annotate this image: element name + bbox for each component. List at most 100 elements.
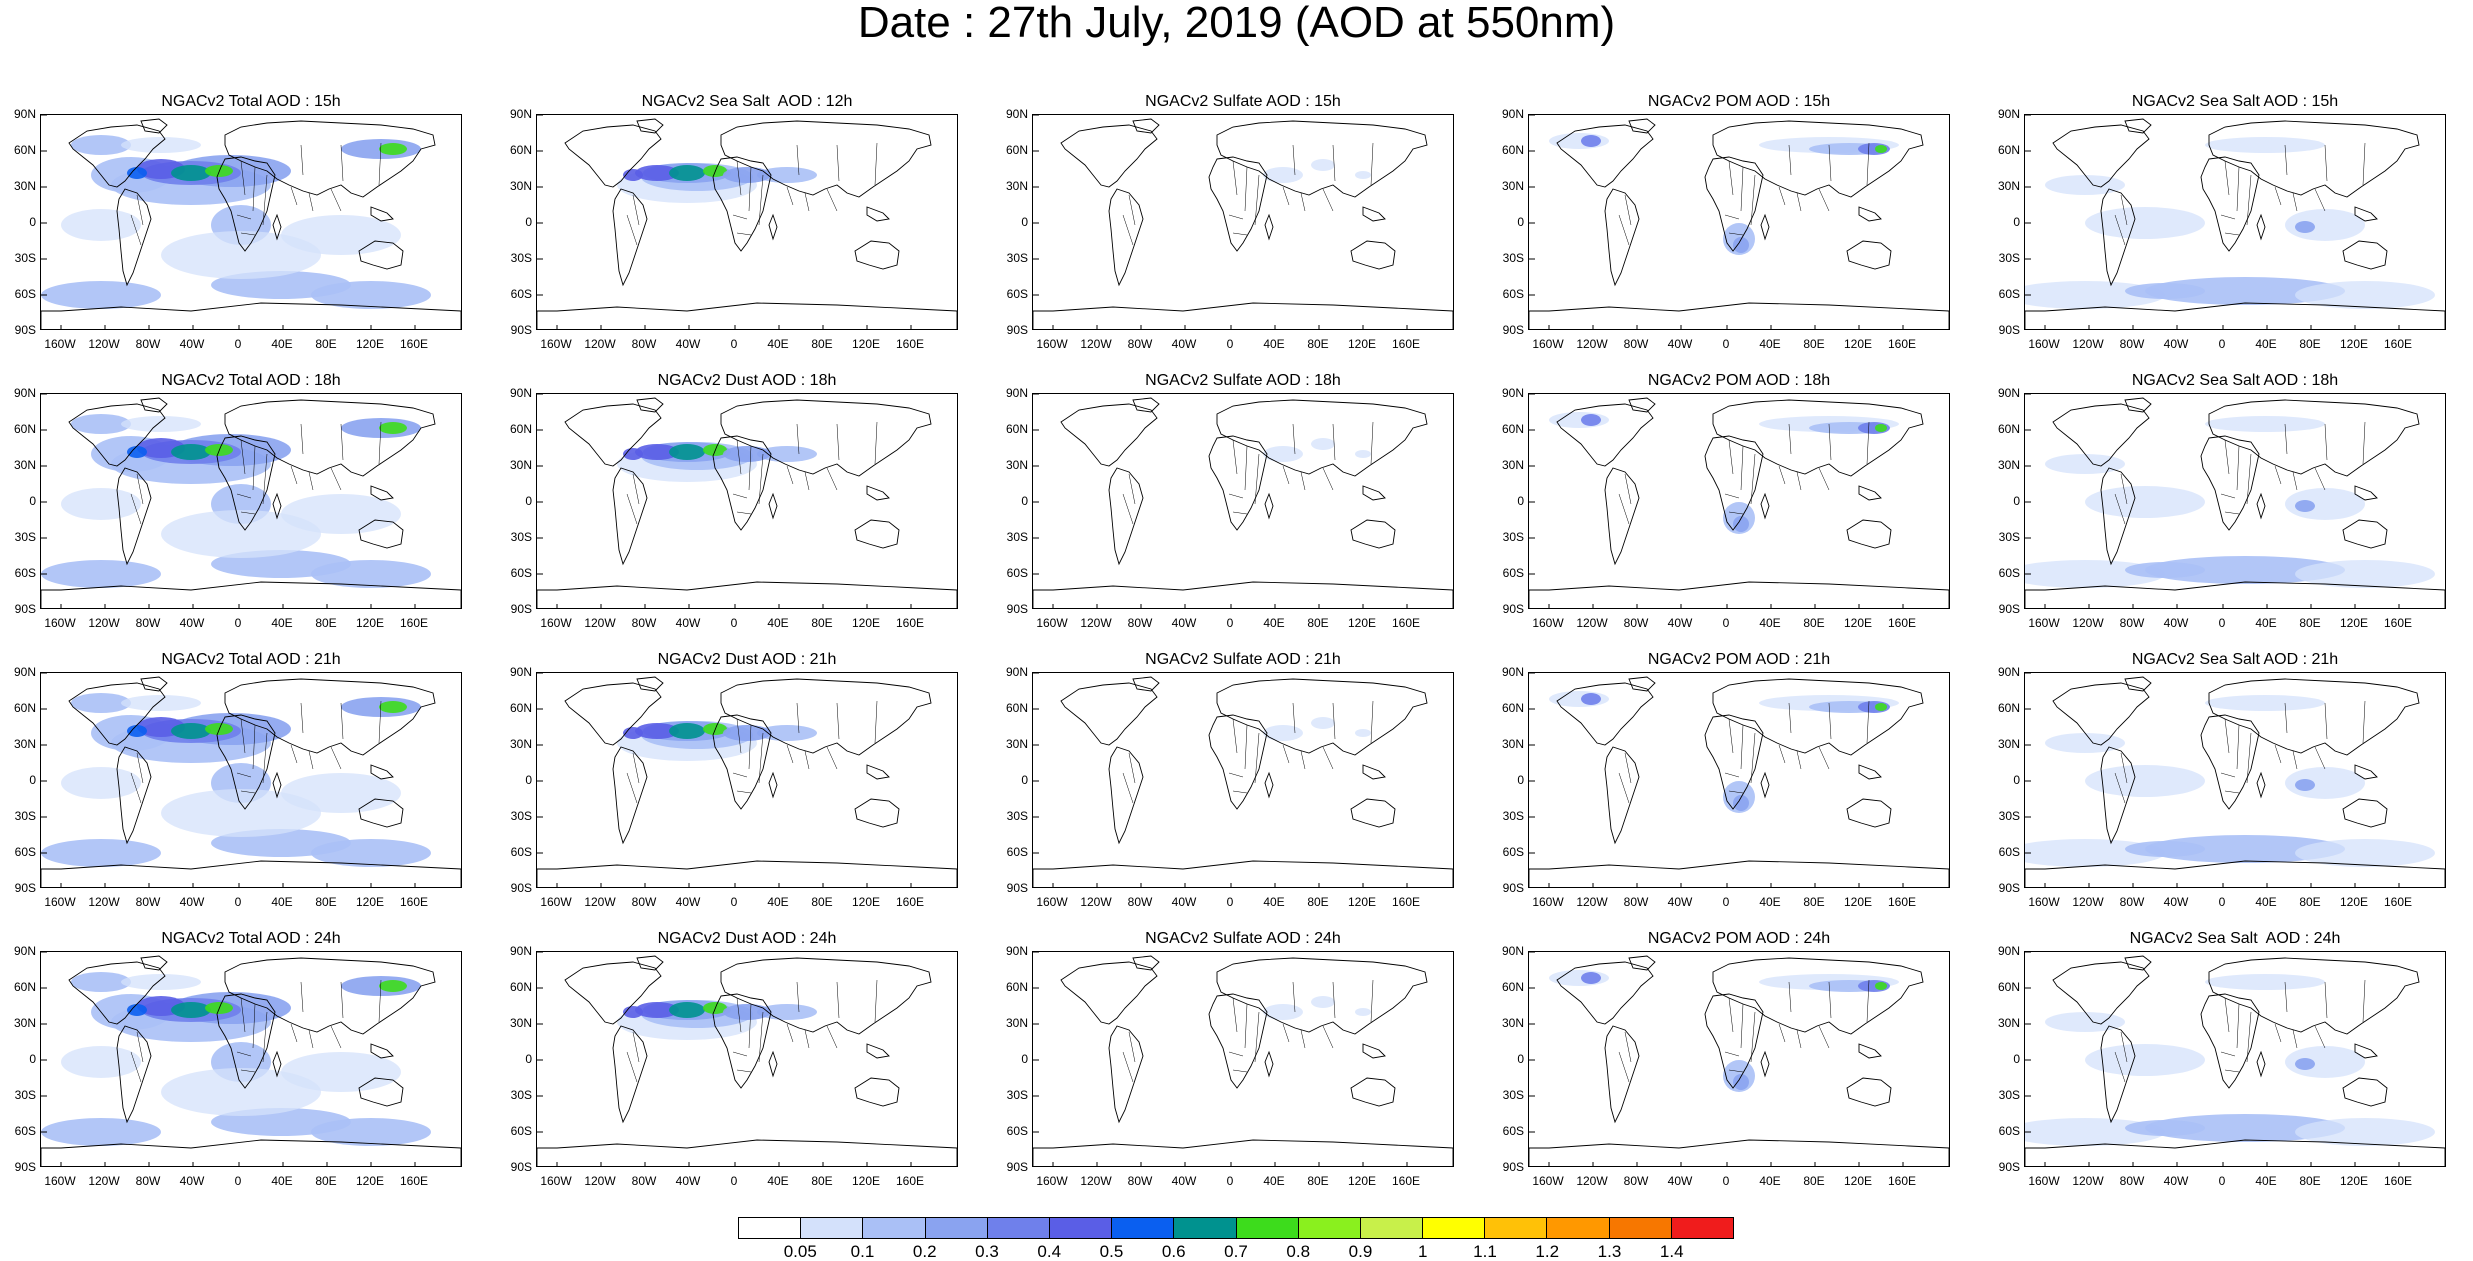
aod-contour-blob bbox=[635, 444, 679, 460]
coastline bbox=[370, 1043, 394, 1059]
country-border bbox=[1728, 160, 1756, 226]
lon-label: 120E bbox=[851, 337, 881, 351]
lon-label: 160W bbox=[2028, 1174, 2060, 1188]
country-border bbox=[1292, 421, 1374, 465]
panel-title: NGACv2 Sea Salt AOD : 15h bbox=[2131, 93, 2339, 110]
aod-contour-blob bbox=[1355, 171, 1371, 179]
lat-label: 60N bbox=[1501, 701, 1524, 715]
lon-label: 160W bbox=[540, 895, 572, 909]
lon-label: 160E bbox=[895, 616, 925, 630]
coastline bbox=[537, 581, 957, 608]
coastline bbox=[1628, 676, 1656, 692]
coastline bbox=[2208, 120, 2420, 198]
map-plot bbox=[1528, 393, 1950, 609]
lon-label: 80W bbox=[631, 616, 657, 630]
map-panel: NGACv2 Sulfate AOD : 24h 90N 60N 30N 0 30S 60S… bbox=[992, 837, 1482, 1187]
coastline bbox=[1264, 213, 1274, 241]
country-border bbox=[290, 465, 342, 491]
lat-label: 30S bbox=[14, 1088, 36, 1102]
coastline bbox=[1264, 771, 1274, 799]
aod-contour-blob bbox=[1733, 1074, 1749, 1090]
lon-label: 0 bbox=[1722, 616, 1730, 630]
lat-label: 30S bbox=[510, 1088, 532, 1102]
coastline bbox=[2256, 771, 2266, 799]
panel-title: NGACv2 Sea Salt AOD : 24h bbox=[2129, 930, 2341, 947]
aod-contour-blob bbox=[61, 767, 141, 799]
coastline bbox=[537, 302, 957, 329]
aod-contour-blob bbox=[723, 1004, 771, 1020]
coastline bbox=[1858, 206, 1882, 222]
aod-contour-blob bbox=[635, 723, 679, 739]
panel-title: NGACv2 Dust AOD : 21h bbox=[657, 651, 837, 668]
map-plot bbox=[536, 114, 958, 330]
lon-label: 80W bbox=[1127, 1174, 1153, 1188]
country-border bbox=[1618, 752, 1632, 804]
lon-label: 0 bbox=[234, 895, 242, 909]
lat-label: 90N bbox=[1501, 944, 1524, 958]
coastline bbox=[2025, 1139, 2445, 1166]
lat-label: 0 bbox=[525, 494, 532, 508]
coastline bbox=[2354, 1043, 2378, 1059]
lat-label: 60S bbox=[1998, 1124, 2020, 1138]
country-border bbox=[796, 142, 878, 186]
coastline bbox=[2354, 764, 2378, 780]
coastline bbox=[216, 993, 276, 1089]
lon-label: 80W bbox=[2119, 1174, 2145, 1188]
panel-title: NGACv2 Sulfate AOD : 18h bbox=[1145, 372, 1341, 389]
colorbar bbox=[738, 1217, 1734, 1239]
aod-contour-blob bbox=[1733, 237, 1749, 253]
aod-contour-blob bbox=[127, 1004, 147, 1016]
map-panel: NGACv2 Total AOD : 18h 90N 60N 30N 0 30S 60S 90… bbox=[0, 279, 490, 629]
aod-contour-blob bbox=[121, 416, 201, 432]
country-border bbox=[1788, 979, 1870, 1023]
lat-label: 30S bbox=[1502, 1088, 1524, 1102]
country-border bbox=[130, 194, 144, 246]
lon-label: 120E bbox=[1843, 895, 1873, 909]
colorbar-segment bbox=[1609, 1218, 1672, 1238]
country-border bbox=[240, 718, 268, 784]
lon-label: 160W bbox=[1036, 895, 1068, 909]
lat-label: 90S bbox=[1006, 1160, 1028, 1174]
coastline bbox=[216, 156, 276, 252]
lat-label: 30S bbox=[1998, 251, 2020, 265]
lon-label: 0 bbox=[2218, 337, 2226, 351]
map-plot bbox=[40, 672, 462, 888]
lat-label: 90S bbox=[14, 881, 36, 895]
aod-contour-blob bbox=[71, 135, 131, 155]
lat-label: 60S bbox=[510, 1124, 532, 1138]
country-border bbox=[786, 1023, 838, 1049]
lat-label: 60N bbox=[1005, 980, 1028, 994]
aod-map bbox=[1033, 115, 1453, 329]
lat-label: 90S bbox=[14, 1160, 36, 1174]
aod-map bbox=[1033, 394, 1453, 608]
lat-label: 60S bbox=[14, 1124, 36, 1138]
aod-contour-blob bbox=[1875, 424, 1887, 432]
lat-label: 30N bbox=[13, 1016, 36, 1030]
map-plot bbox=[1032, 393, 1454, 609]
lon-label: 160E bbox=[895, 895, 925, 909]
coastline bbox=[1350, 1077, 1396, 1107]
coastline bbox=[41, 860, 461, 887]
lat-label: 90S bbox=[510, 881, 532, 895]
lon-label: 0 bbox=[234, 1174, 242, 1188]
lon-label: 0 bbox=[2218, 1174, 2226, 1188]
country-border bbox=[626, 1031, 640, 1083]
lon-label: 0 bbox=[730, 337, 738, 351]
aod-map bbox=[2025, 952, 2445, 1166]
country-border bbox=[2220, 493, 2240, 515]
lon-label: 40E bbox=[767, 1174, 789, 1188]
coastline bbox=[1264, 1050, 1274, 1078]
panel-title: NGACv2 Sulfate AOD : 24h bbox=[1145, 930, 1341, 947]
lat-label: 30S bbox=[510, 809, 532, 823]
coastline bbox=[720, 957, 932, 1035]
colorbar-label: 1.3 bbox=[1597, 1242, 1622, 1261]
coastline bbox=[1604, 467, 1640, 566]
country-border bbox=[2224, 997, 2252, 1063]
aod-contour-blob bbox=[161, 789, 321, 837]
country-border bbox=[1122, 752, 1136, 804]
lat-label: 90N bbox=[509, 665, 532, 679]
aod-contour-blob bbox=[379, 422, 407, 434]
country-border bbox=[1292, 979, 1374, 1023]
lat-label: 60N bbox=[1997, 980, 2020, 994]
lon-label: 160W bbox=[1036, 616, 1068, 630]
